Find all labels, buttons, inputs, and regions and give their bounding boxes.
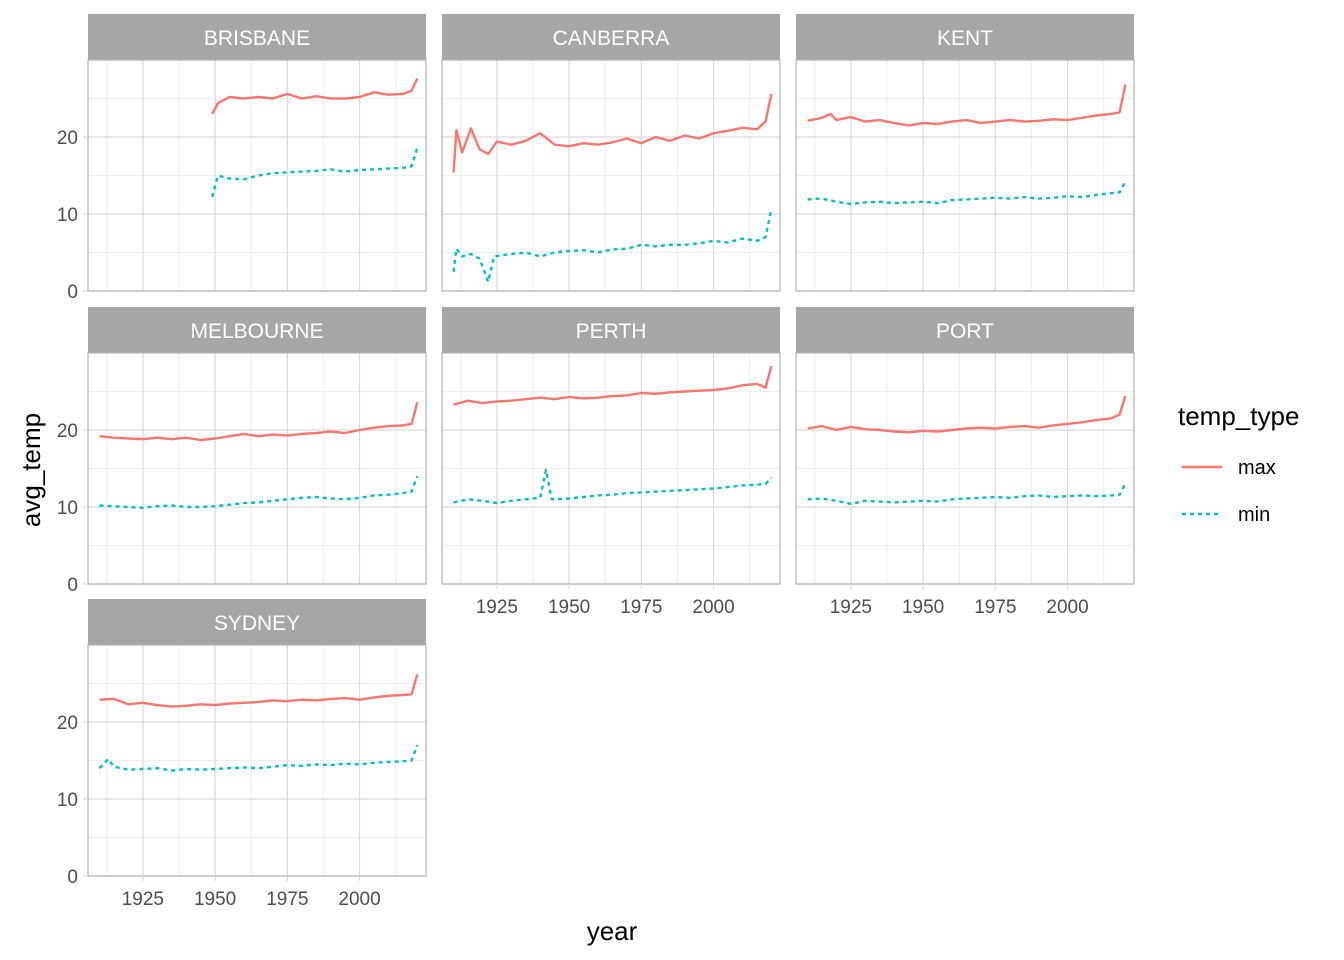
panel-brisbane: BRISBANE 0 10 20 (57, 14, 427, 303)
y-tick-label: 10 (57, 498, 78, 519)
x-tick-label: 1950 (548, 597, 590, 618)
x-tick-label: 1975 (974, 597, 1016, 618)
x-tick-label: 1925 (830, 597, 872, 618)
panel-sydney: SYDNEY 0 10 20 1925 1950 1975 2000 (57, 599, 427, 910)
y-tick-label: 20 (57, 713, 78, 734)
panel-border-brisbane (87, 59, 427, 292)
y-tick-label: 10 (57, 205, 78, 226)
x-axis-label: year (587, 916, 638, 946)
panel-border-perth (441, 352, 781, 585)
y-tick-label: 0 (67, 867, 78, 888)
strip-kent (796, 14, 1134, 60)
series-line-max-kent (807, 84, 1127, 127)
strip-label-kent: KENT (937, 27, 993, 50)
legend-title: temp_type (1178, 401, 1299, 431)
legend-label-max: max (1238, 457, 1276, 479)
series-line-max-perth (453, 365, 773, 406)
series-line-max-brisbane (211, 77, 419, 115)
panel-border-melbourne (87, 352, 427, 585)
strip-label-port: PORT (936, 320, 994, 343)
series-line-min-perth (453, 468, 773, 505)
strip-perth (442, 307, 780, 353)
x-tick-label: 1975 (266, 889, 308, 910)
panel-melbourne: MELBOURNE 0 10 20 (57, 307, 427, 596)
panel-kent: KENT (795, 14, 1135, 292)
strip-label-canberra: CANBERRA (553, 27, 670, 50)
strip-label-brisbane: BRISBANE (204, 27, 310, 50)
y-axis-label: avg_temp (16, 413, 46, 527)
strip-label-melbourne: MELBOURNE (190, 320, 323, 343)
strip-canberra (442, 14, 780, 60)
x-tick-label: 1925 (122, 889, 164, 910)
panel-border-canberra (441, 59, 781, 292)
series-line-max-port (807, 395, 1127, 434)
strip-melbourne (88, 307, 426, 353)
series-line-min-sydney (98, 744, 419, 772)
series-line-max-melbourne (99, 401, 419, 442)
y-tick-label: 20 (57, 421, 78, 442)
x-tick-label: 2000 (1046, 597, 1088, 618)
strip-sydney (88, 599, 426, 645)
y-tick-label: 20 (57, 128, 78, 149)
strip-port (796, 307, 1134, 353)
panel-canberra: CANBERRA (441, 14, 781, 292)
y-tick-label: 0 (67, 575, 78, 596)
strip-brisbane (88, 14, 426, 60)
x-tick-label: 1975 (620, 597, 662, 618)
panel-border-sydney (87, 644, 427, 877)
panels: BRISBANE 0 10 20 CANBERRA KENT MELBOURNE 0 10 20 P… (57, 14, 1135, 910)
x-tick-label: 2000 (692, 597, 734, 618)
panel-port: PORT 1925 1950 1975 2000 (795, 307, 1135, 618)
series-line-max-sydney (99, 673, 419, 708)
x-tick-label: 2000 (338, 889, 380, 910)
strip-label-sydney: SYDNEY (214, 612, 300, 635)
y-tick-label: 0 (67, 282, 78, 303)
y-tick-label: 10 (57, 790, 78, 811)
panel-perth: PERTH 1925 1950 1975 2000 (441, 307, 781, 618)
x-tick-label: 1950 (902, 597, 944, 618)
x-tick-label: 1950 (194, 889, 236, 910)
series-line-min-brisbane (211, 147, 419, 198)
panel-border-port (795, 352, 1135, 585)
legend: temp_type max min (1178, 401, 1299, 526)
panel-border-kent (795, 59, 1135, 292)
legend-label-min: min (1238, 504, 1270, 526)
x-tick-label: 1925 (476, 597, 518, 618)
series-line-max-canberra (452, 93, 773, 173)
series-line-min-canberra (452, 209, 773, 283)
strip-label-perth: PERTH (576, 320, 647, 343)
series-line-min-port (807, 483, 1127, 506)
